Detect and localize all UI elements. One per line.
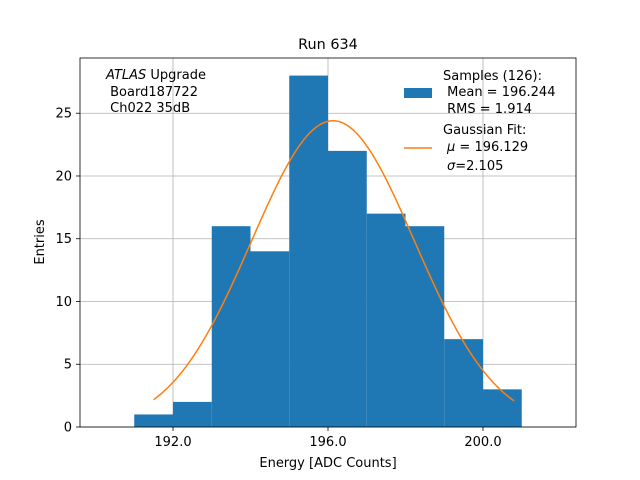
legend-samples-rms: RMS = 1.914	[443, 102, 532, 117]
annotation-board: Board187722	[106, 85, 198, 100]
y-tick-label: 5	[64, 358, 72, 373]
y-tick-label: 20	[55, 169, 72, 184]
x-tick-label: 192.0	[154, 435, 191, 450]
histogram-bar	[366, 213, 406, 427]
y-tick-label: 10	[55, 295, 72, 310]
atlas-annotation: ATLAS Upgrade Board187722 Ch022 35dB	[105, 68, 206, 116]
legend-fit-mu: μ = 196.129	[446, 140, 528, 155]
legend-sigma-value: =2.105	[455, 159, 503, 174]
histogram-bar	[444, 339, 483, 427]
gaussian-fit-line	[153, 120, 515, 402]
x-axis-ticks: 192.0 196.0 200.0	[154, 427, 502, 450]
x-tick-label: 200.0	[464, 435, 501, 450]
histogram-bar	[173, 401, 212, 427]
histogram-bar	[483, 389, 522, 427]
y-tick-label: 0	[64, 421, 72, 436]
legend: Samples (126): Mean = 196.244 RMS = 1.91…	[404, 69, 555, 174]
histogram-bar	[134, 414, 173, 427]
annotation-channel: Ch022 35dB	[106, 101, 190, 116]
y-axis-label: Entries	[33, 219, 48, 265]
legend-mu-symbol: μ	[446, 140, 455, 155]
annotation-atlas: ATLAS	[105, 68, 146, 83]
histogram-bars	[134, 75, 522, 428]
x-axis-label: Energy [ADC Counts]	[259, 456, 396, 471]
y-tick-label: 25	[55, 107, 72, 122]
legend-mu-value: = 196.129	[455, 140, 528, 155]
x-tick-label: 196.0	[309, 435, 346, 450]
annotation-line1: ATLAS Upgrade	[105, 68, 206, 83]
histogram-bar	[328, 150, 367, 427]
legend-samples-title: Samples (126):	[443, 69, 542, 84]
legend-samples-mean: Mean = 196.244	[443, 85, 555, 100]
chart-title: Run 634	[298, 37, 358, 53]
legend-sigma-symbol: σ	[447, 159, 456, 174]
legend-fit-title: Gaussian Fit:	[443, 123, 526, 138]
annotation-upgrade: Upgrade	[146, 68, 206, 83]
legend-samples-swatch	[404, 88, 432, 98]
y-tick-label: 15	[55, 232, 72, 247]
histogram-bar	[250, 251, 290, 427]
histogram-bar	[289, 75, 328, 428]
histogram-bar	[405, 226, 445, 427]
y-axis-ticks: 0 5 10 15 20 25	[55, 107, 80, 436]
legend-fit-sigma: σ=2.105	[447, 159, 503, 174]
